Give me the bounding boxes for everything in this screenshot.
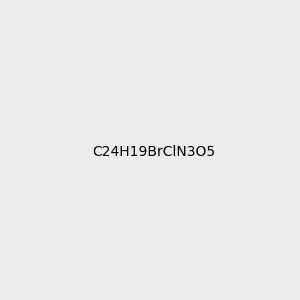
Text: C24H19BrClN3O5: C24H19BrClN3O5 [92, 145, 215, 158]
